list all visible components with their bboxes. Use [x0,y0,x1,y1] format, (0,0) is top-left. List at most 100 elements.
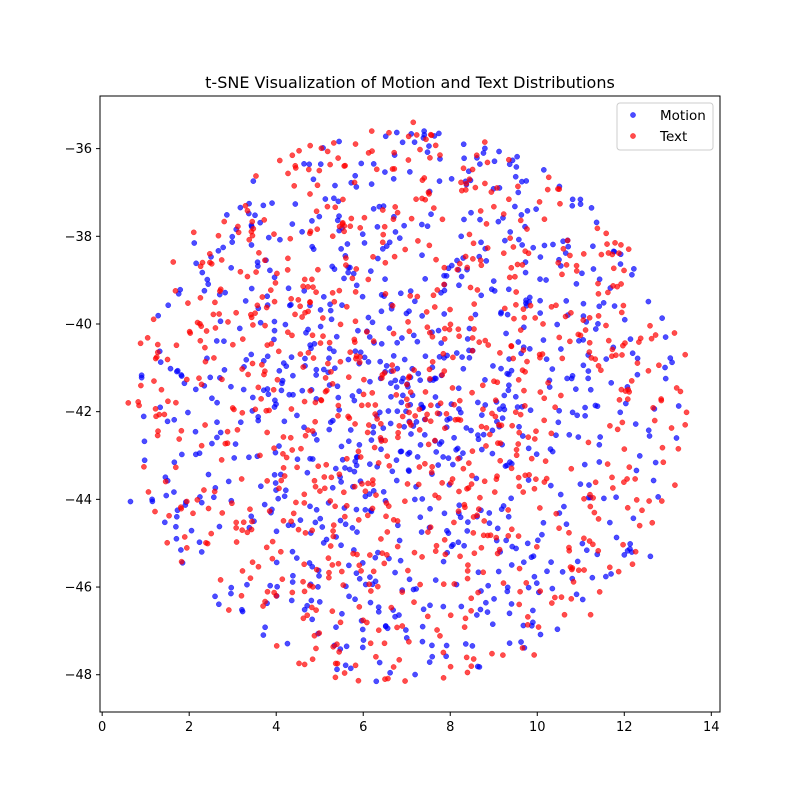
motion-point [415,370,422,377]
text-point [650,404,656,411]
text-point [170,259,177,265]
motion-point [515,339,522,345]
text-point [517,411,524,418]
text-point [449,385,456,391]
text-point [406,638,412,645]
text-point [305,349,312,356]
text-point [361,376,367,383]
motion-point [463,425,470,431]
motion-point [338,443,345,450]
text-point [568,595,575,602]
text-point [422,460,428,467]
text-point [489,650,495,657]
text-point [229,500,235,507]
motion-point [127,498,134,505]
text-point [416,464,423,470]
text-point [337,619,344,626]
motion-point [453,350,460,356]
motion-point [516,423,522,430]
text-point [357,224,364,231]
motion-point [533,206,539,212]
text-point [217,286,224,293]
text-point [570,579,577,585]
text-point [181,534,188,540]
text-point [393,392,400,398]
text-point [559,355,566,362]
motion-point [209,440,215,447]
text-point [607,422,613,429]
text-point [484,245,491,251]
motion-point [320,293,327,300]
motion-point [569,372,576,379]
text-point [264,342,271,348]
text-point [568,309,574,316]
text-point [344,455,350,462]
text-point [356,604,363,610]
motion-point [491,288,498,294]
text-point [332,660,339,667]
text-point [218,257,225,263]
text-point [675,445,682,452]
text-point [586,349,593,355]
motion-point [141,457,148,464]
text-point [469,472,475,479]
text-point [531,652,538,658]
text-point [451,581,458,587]
motion-point [380,488,387,495]
motion-point [590,266,597,272]
motion-point [326,345,333,352]
motion-point [634,355,641,362]
motion-point [514,153,520,160]
text-point [391,253,398,260]
text-point [434,410,441,417]
motion-point [264,293,271,300]
motion-point [528,554,535,561]
text-point [548,600,555,606]
motion-point [264,386,271,392]
text-point [212,299,218,306]
text-point [428,469,435,476]
text-point [517,217,524,224]
motion-point [271,336,277,343]
text-point [250,225,257,232]
motion-point [260,202,267,209]
text-point [219,376,225,383]
text-point [595,313,602,319]
motion-point [272,480,279,486]
motion-point [387,380,394,386]
motion-point [173,523,179,530]
text-point [341,228,347,235]
motion-point [217,429,224,436]
text-point [468,607,474,614]
text-point [590,495,596,501]
text-point [441,368,448,374]
text-point [336,649,343,655]
text-point [365,276,372,283]
motion-point [413,419,420,425]
motion-point [483,599,489,606]
motion-point [320,366,327,373]
text-point [463,654,470,661]
text-point [426,366,433,373]
text-point [406,409,412,416]
motion-point [313,372,320,378]
text-point [325,555,332,561]
text-point [590,541,596,548]
text-point [520,306,527,313]
text-point [244,529,251,536]
text-point [417,146,423,153]
motion-point [573,281,580,287]
motion-point [577,196,584,203]
motion-point [205,471,212,478]
motion-point [231,455,238,461]
motion-point [445,455,452,461]
motion-point [248,242,255,248]
motion-point [424,223,431,230]
motion-point [192,428,199,435]
motion-point [284,640,291,647]
motion-point [486,510,493,516]
text-point [285,170,291,177]
text-point [247,575,254,582]
text-point [151,378,157,384]
text-point [561,611,568,618]
